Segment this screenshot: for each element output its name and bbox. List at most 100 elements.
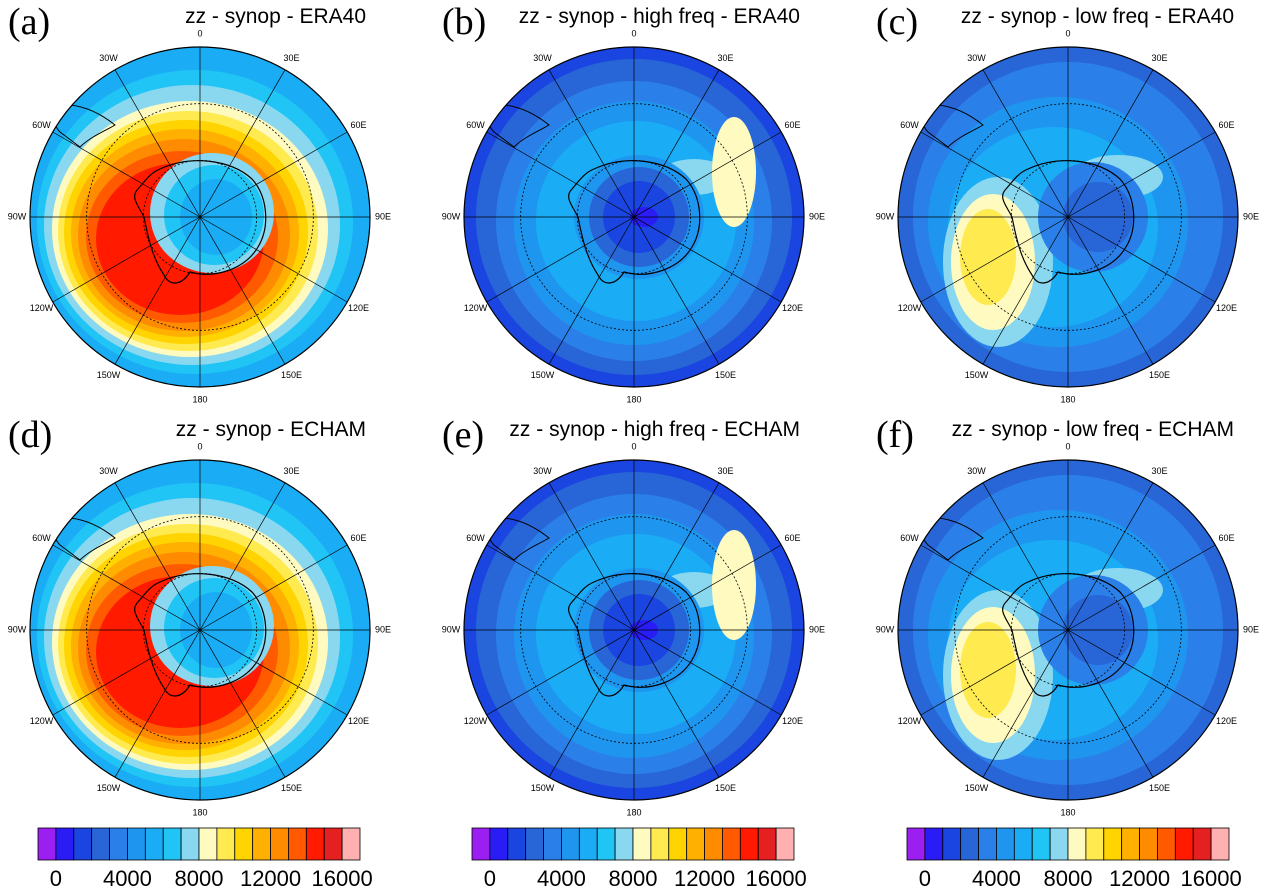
meridian-label: 180 <box>1060 394 1075 404</box>
colorbar-box <box>323 827 343 861</box>
meridian-label: 30W <box>967 466 986 476</box>
meridian-label: 150W <box>531 783 555 793</box>
colorbar-tick-label: 0 <box>484 866 496 887</box>
meridian-label: 150E <box>1149 783 1170 793</box>
meridian-label: 120E <box>782 716 803 726</box>
meridian-label: 120E <box>1216 303 1237 313</box>
meridian-line <box>982 629 1069 778</box>
colorbar-tick-label: 16000 <box>1181 866 1242 887</box>
panel-title: zz - synop - ERA40 <box>185 5 366 28</box>
colorbar-box <box>341 827 361 861</box>
colorbar-box <box>596 827 616 861</box>
colorbar-tick-label: 8000 <box>175 866 224 887</box>
colorbar-box <box>614 827 634 861</box>
meridian-line <box>982 69 1069 218</box>
meridian-label: 60E <box>350 120 366 130</box>
colorbar-tick-label: 4000 <box>972 866 1021 887</box>
meridian-label: 60W <box>900 120 919 130</box>
meridian-line <box>633 544 782 631</box>
meridian-label: 60W <box>32 120 51 130</box>
colorbar-box <box>305 827 325 861</box>
meridian-label: 90E <box>1243 211 1259 221</box>
meridian-label: 150E <box>715 370 736 380</box>
meridian-line <box>199 69 286 218</box>
colorbar-box <box>578 827 598 861</box>
colorbar-tick-label: 16000 <box>746 866 807 887</box>
meridian-line <box>633 629 782 716</box>
panel-label: (e) <box>442 414 484 456</box>
colorbar-box <box>650 827 670 861</box>
colorbar-box <box>55 827 75 861</box>
meridian-line <box>199 131 348 218</box>
map-border <box>897 46 1239 388</box>
meridian-label: 60E <box>1218 120 1234 130</box>
coastline <box>568 573 701 697</box>
meridian-label: 90E <box>809 624 825 634</box>
meridian-label: 150W <box>97 783 121 793</box>
meridian-label: 0 <box>1065 441 1070 451</box>
map-border <box>463 46 805 388</box>
meridian-label: 0 <box>197 441 202 451</box>
meridian-label: 90E <box>1243 624 1259 634</box>
meridian-label: 120E <box>348 716 369 726</box>
colorbar-box <box>180 827 200 861</box>
polar-map <box>898 47 1238 387</box>
meridian-label: 120W <box>464 716 488 726</box>
colorbar-box <box>1192 827 1212 861</box>
colorbar-box <box>1174 827 1194 861</box>
colorbar-tick-label: 8000 <box>609 866 658 887</box>
meridian-label: 150E <box>715 783 736 793</box>
colorbar: 0 4000 8000 12000 16000 <box>37 827 373 887</box>
meridian-label: 180 <box>626 807 641 817</box>
meridian-label: 120W <box>464 303 488 313</box>
meridian-line <box>114 629 201 778</box>
meridian-label: 90E <box>375 624 391 634</box>
colorbar-box <box>1031 827 1051 861</box>
meridian-line <box>486 544 635 631</box>
meridian-label: 0 <box>631 28 636 38</box>
colorbar-tick-label: 4000 <box>537 866 586 887</box>
panel-label: (b) <box>442 1 486 43</box>
meridian-line <box>1067 69 1154 218</box>
meridian-label: 120W <box>898 716 922 726</box>
colorbar-box <box>924 827 944 861</box>
meridian-line <box>920 544 1069 631</box>
panel-label: (a) <box>8 1 50 43</box>
meridian-line <box>633 216 782 303</box>
meridian-label: 150E <box>281 783 302 793</box>
colorbar-box <box>543 827 562 861</box>
colorbar-box <box>906 827 926 861</box>
colorbar-box <box>91 827 110 861</box>
colorbar-box <box>978 827 997 861</box>
meridian-label: 150W <box>531 370 555 380</box>
colorbar-box <box>37 827 57 861</box>
map-border <box>897 459 1239 801</box>
meridian-label: 60W <box>900 533 919 543</box>
colorbar-box <box>942 827 962 861</box>
colorbar-box <box>1067 827 1087 861</box>
meridian-line <box>114 482 201 631</box>
meridian-label: 90W <box>8 624 27 634</box>
panel-label: (d) <box>8 414 52 456</box>
colorbar-box <box>216 827 236 861</box>
panel-label: (c) <box>876 1 918 43</box>
meridian-label: 180 <box>192 394 207 404</box>
colorbar-box <box>288 827 307 861</box>
colorbar-box <box>507 827 527 861</box>
meridian-line <box>1067 544 1216 631</box>
meridian-line <box>633 482 720 631</box>
meridian-label: 30W <box>99 53 118 63</box>
colorbar-box <box>144 827 164 861</box>
meridian-label: 90E <box>375 211 391 221</box>
colorbar-box <box>632 827 652 861</box>
meridian-line <box>486 131 635 218</box>
colorbar-tick-label: 4000 <box>103 866 152 887</box>
coastline <box>568 160 701 284</box>
meridian-label: 150W <box>965 370 989 380</box>
meridian-line <box>982 482 1069 631</box>
colorbar: 0 4000 8000 12000 16000 <box>906 827 1242 887</box>
meridian-line <box>199 216 348 303</box>
colorbar-box <box>1049 827 1069 861</box>
meridian-line <box>1067 131 1216 218</box>
colorbar-box <box>1157 827 1176 861</box>
